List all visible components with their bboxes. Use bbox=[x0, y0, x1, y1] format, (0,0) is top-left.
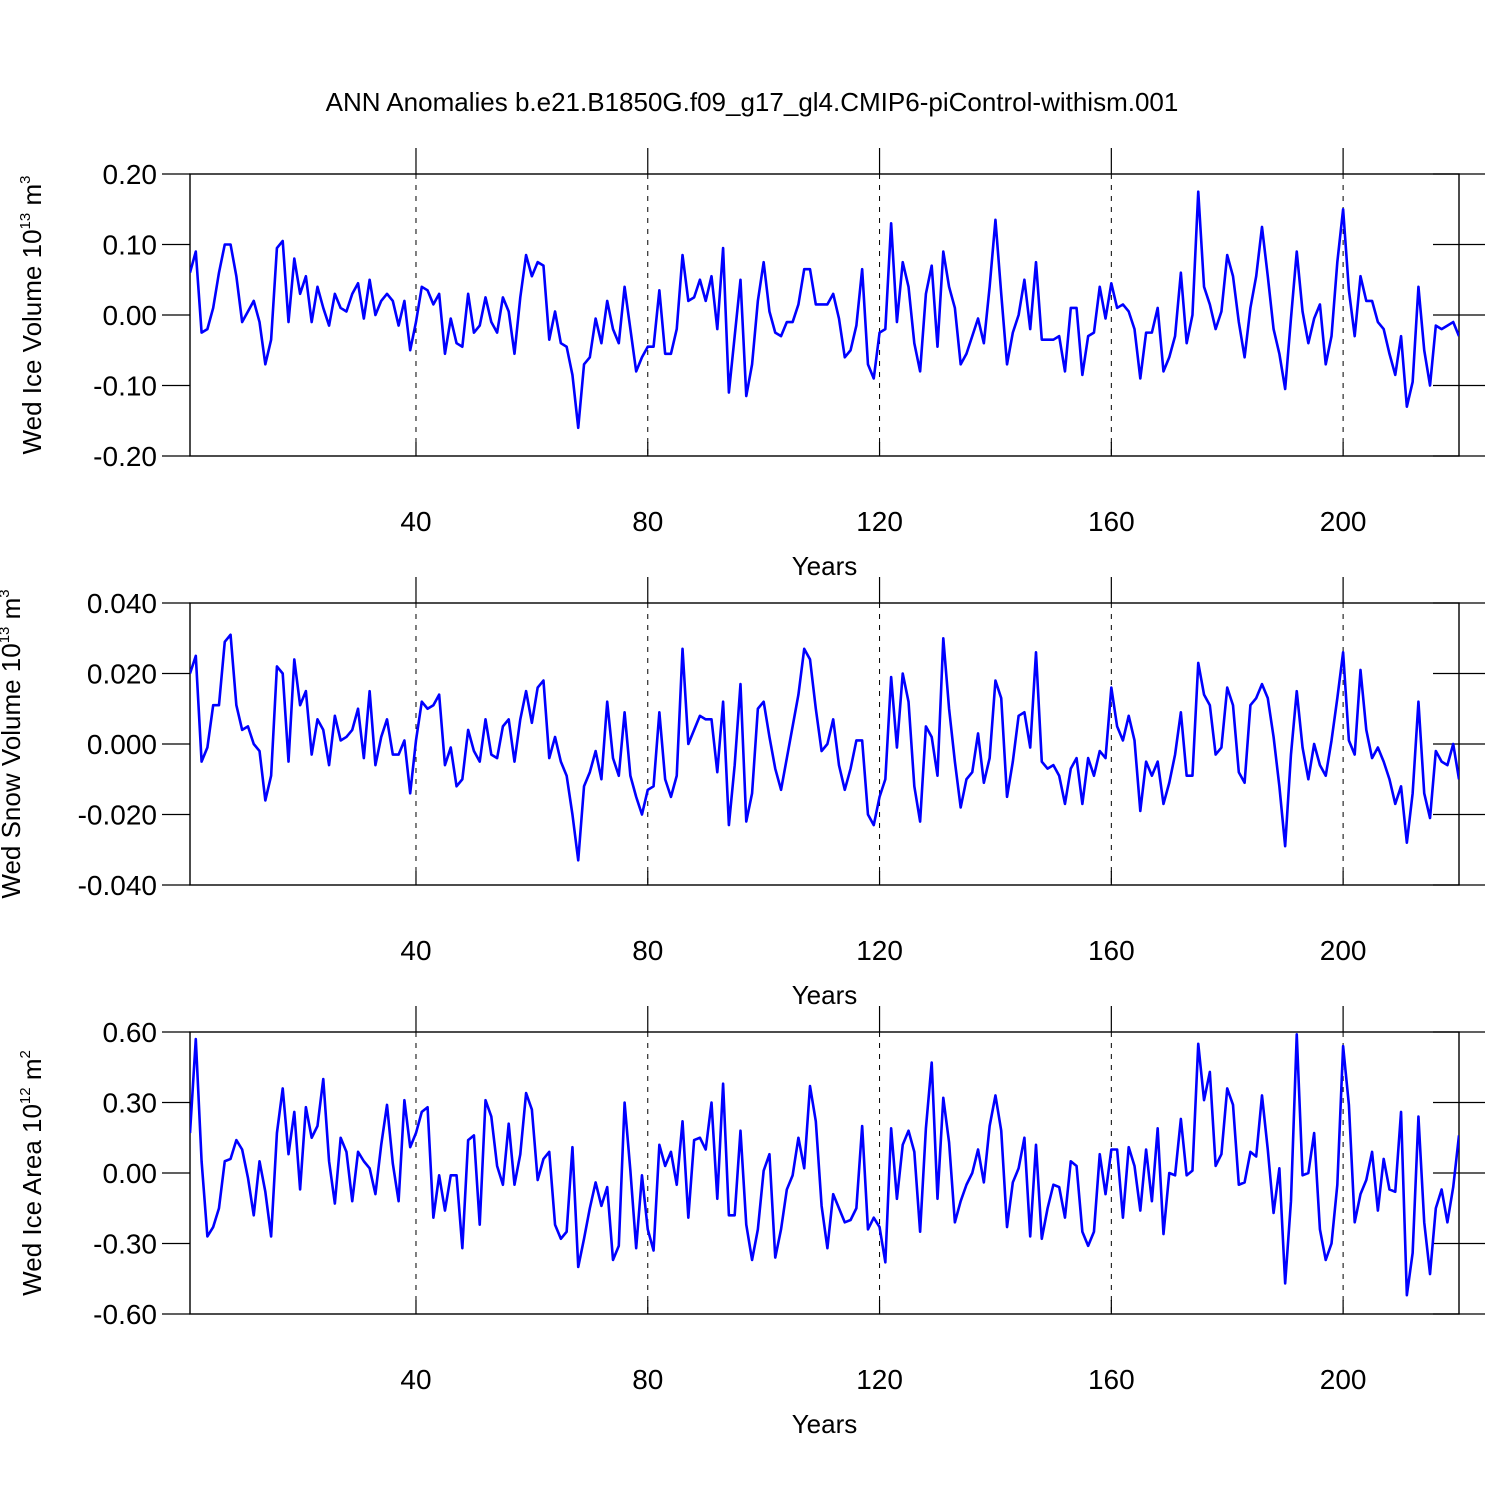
y-tick-label: 0.00 bbox=[103, 300, 158, 331]
plot-frame bbox=[189, 602, 1460, 886]
y-axis-label-exponent: 13 bbox=[17, 213, 34, 230]
x-tick-label: 160 bbox=[1088, 506, 1135, 537]
x-tick-label: 160 bbox=[1088, 935, 1135, 966]
y-axis-label-exponent: 3 bbox=[0, 589, 13, 597]
panel: 40 80 120 160 200 -0.20 -0.10 0.00 0.10 0.20 Years… bbox=[17, 148, 1485, 581]
x-tick-label: 80 bbox=[632, 1364, 663, 1395]
x-tick-label: 40 bbox=[400, 506, 431, 537]
x-axis-label: Years bbox=[792, 1409, 858, 1439]
y-axis-label-part: Wed Ice Volume 10 bbox=[17, 229, 47, 454]
y-axis-label-exponent: 12 bbox=[17, 1087, 34, 1104]
y-axis-label-exponent: 2 bbox=[17, 1050, 34, 1058]
panel: 40 80 120 160 200 -0.040 -0.020 0.000 0.020 0.040… bbox=[0, 577, 1485, 1010]
y-axis-label: Wed Snow Volume 1013 m3 bbox=[0, 589, 26, 898]
y-tick-label: 0.020 bbox=[87, 659, 157, 690]
x-axis-label: Years bbox=[792, 551, 858, 581]
x-tick-label: 200 bbox=[1320, 1364, 1367, 1395]
x-tick-label: 80 bbox=[632, 506, 663, 537]
x-tick-label: 120 bbox=[856, 935, 903, 966]
y-tick-label: 0.040 bbox=[87, 588, 157, 619]
y-axis-label-exponent: 3 bbox=[17, 176, 34, 184]
x-tick-label: 200 bbox=[1320, 935, 1367, 966]
x-tick-label: 120 bbox=[856, 1364, 903, 1395]
y-tick-label: 0.00 bbox=[103, 1158, 158, 1189]
y-tick-label: -0.040 bbox=[78, 870, 157, 901]
y-axis-label-part: Wed Ice Area 10 bbox=[17, 1104, 47, 1296]
data-line bbox=[190, 633, 1459, 862]
x-tick-label: 80 bbox=[632, 935, 663, 966]
plot-frame bbox=[189, 1031, 1460, 1315]
x-axis-label: Years bbox=[792, 980, 858, 1010]
y-tick-label: 0.30 bbox=[103, 1088, 158, 1119]
y-axis-label-part: m bbox=[0, 598, 26, 627]
y-tick-label: -0.020 bbox=[78, 800, 157, 831]
data-line bbox=[190, 190, 1459, 430]
y-tick-label: -0.10 bbox=[93, 371, 157, 402]
data-line bbox=[190, 1033, 1459, 1297]
chart-title: ANN Anomalies b.e21.B1850G.f09_g17_gl4.C… bbox=[326, 87, 1179, 117]
plot-frame bbox=[189, 173, 1460, 457]
x-tick-label: 200 bbox=[1320, 506, 1367, 537]
y-axis-label: Wed Ice Area 1012 m2 bbox=[17, 1050, 47, 1296]
y-tick-label: 0.60 bbox=[103, 1017, 158, 1048]
y-axis-label-exponent: 13 bbox=[0, 627, 13, 644]
y-tick-label: 0.20 bbox=[103, 159, 158, 190]
x-tick-label: 40 bbox=[400, 1364, 431, 1395]
x-tick-label: 160 bbox=[1088, 1364, 1135, 1395]
x-tick-label: 120 bbox=[856, 506, 903, 537]
y-axis-label-part: Wed Snow Volume 10 bbox=[0, 643, 26, 898]
y-axis-label: Wed Ice Volume 1013 m3 bbox=[17, 176, 47, 455]
y-tick-label: -0.60 bbox=[93, 1299, 157, 1330]
series bbox=[190, 190, 1459, 430]
y-axis-label-part: m bbox=[17, 1059, 47, 1088]
y-tick-label: -0.30 bbox=[93, 1229, 157, 1260]
series bbox=[190, 633, 1459, 862]
y-tick-label: 0.10 bbox=[103, 230, 158, 261]
y-tick-label: 0.000 bbox=[87, 729, 157, 760]
panel: 40 80 120 160 200 -0.60 -0.30 0.00 0.30 0.60 Years… bbox=[17, 1006, 1485, 1439]
x-tick-label: 40 bbox=[400, 935, 431, 966]
y-tick-label: -0.20 bbox=[93, 441, 157, 472]
series bbox=[190, 1033, 1459, 1297]
y-axis-label-part: m bbox=[17, 184, 47, 213]
